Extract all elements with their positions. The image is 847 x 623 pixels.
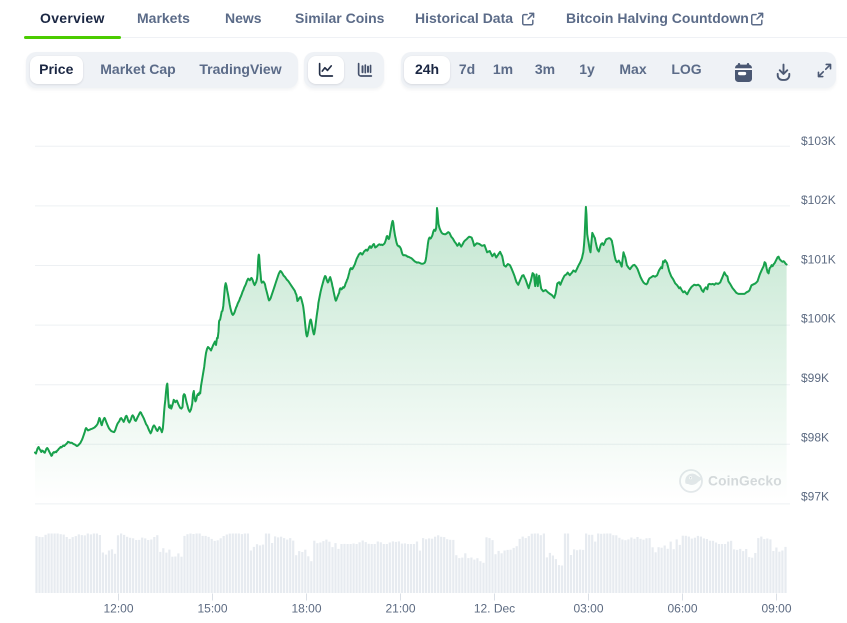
svg-text:$97K: $97K bbox=[801, 490, 829, 504]
svg-text:21:00: 21:00 bbox=[385, 602, 415, 616]
svg-text:$99K: $99K bbox=[801, 371, 829, 385]
svg-text:$102K: $102K bbox=[801, 193, 836, 207]
svg-text:$98K: $98K bbox=[801, 430, 829, 444]
svg-text:12:00: 12:00 bbox=[103, 602, 133, 616]
svg-text:03:00: 03:00 bbox=[573, 602, 603, 616]
svg-text:09:00: 09:00 bbox=[761, 602, 791, 616]
svg-text:18:00: 18:00 bbox=[291, 602, 321, 616]
svg-text:15:00: 15:00 bbox=[197, 602, 227, 616]
svg-text:12. Dec: 12. Dec bbox=[474, 602, 515, 616]
svg-text:$103K: $103K bbox=[801, 134, 836, 148]
svg-text:$100K: $100K bbox=[801, 312, 836, 326]
svg-text:$101K: $101K bbox=[801, 252, 836, 266]
svg-text:06:00: 06:00 bbox=[667, 602, 697, 616]
